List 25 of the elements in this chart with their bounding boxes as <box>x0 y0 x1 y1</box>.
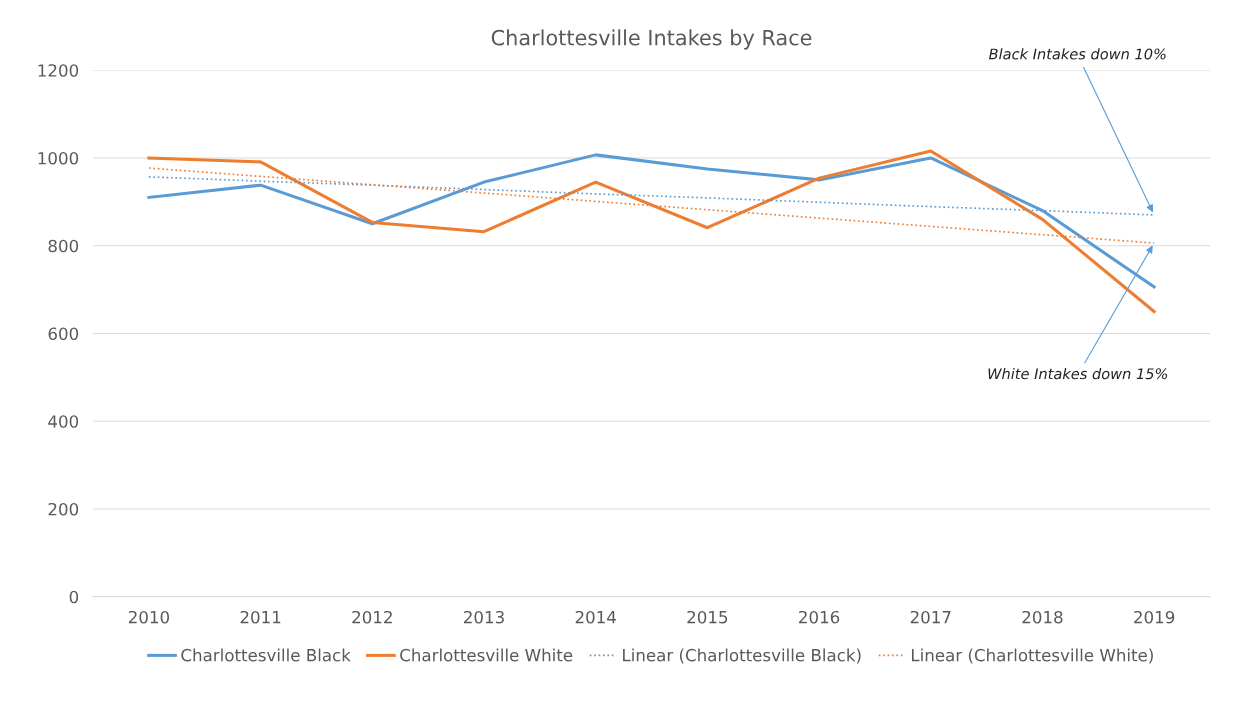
x-tick-label: 2019 <box>1134 610 1175 624</box>
x-tick-label: 2016 <box>799 610 840 624</box>
y-tick-label: 200 <box>48 502 79 516</box>
annotation: Black Intakes down 10% <box>988 48 1166 60</box>
x-tick-label: 2012 <box>352 610 392 624</box>
x-tick-label: 2011 <box>240 610 281 624</box>
legend-label: Charlottesville Black <box>181 648 351 662</box>
y-tick-label: 1200 <box>38 64 79 77</box>
x-tick-label: 2015 <box>687 610 728 624</box>
y-tick-label: 1000 <box>38 151 79 165</box>
line-series <box>147 149 1156 314</box>
x-tick-label: 2017 <box>910 610 951 624</box>
x-tick-label: 2010 <box>128 610 170 624</box>
chart-title: Charlottesville Intakes by Race <box>491 29 812 50</box>
y-tick-label: 600 <box>48 327 79 341</box>
annotation: White Intakes down 15% <box>988 367 1168 380</box>
y-tick-label: 0 <box>69 590 79 604</box>
legend-label: Linear (Charlottesville Black) <box>623 648 861 664</box>
legend-label: Charlottesville White <box>400 648 573 662</box>
x-tick-label: 2018 <box>1022 610 1063 624</box>
legend-label: Linear (Charlottesville White) <box>911 648 1153 664</box>
x-tick-label: 2013 <box>464 610 504 624</box>
y-tick-label: 800 <box>48 239 79 253</box>
x-tick-label: 2014 <box>575 610 616 624</box>
y-tick-label: 400 <box>48 415 79 428</box>
